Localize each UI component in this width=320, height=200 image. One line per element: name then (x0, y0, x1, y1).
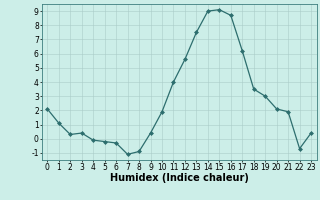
X-axis label: Humidex (Indice chaleur): Humidex (Indice chaleur) (110, 173, 249, 183)
